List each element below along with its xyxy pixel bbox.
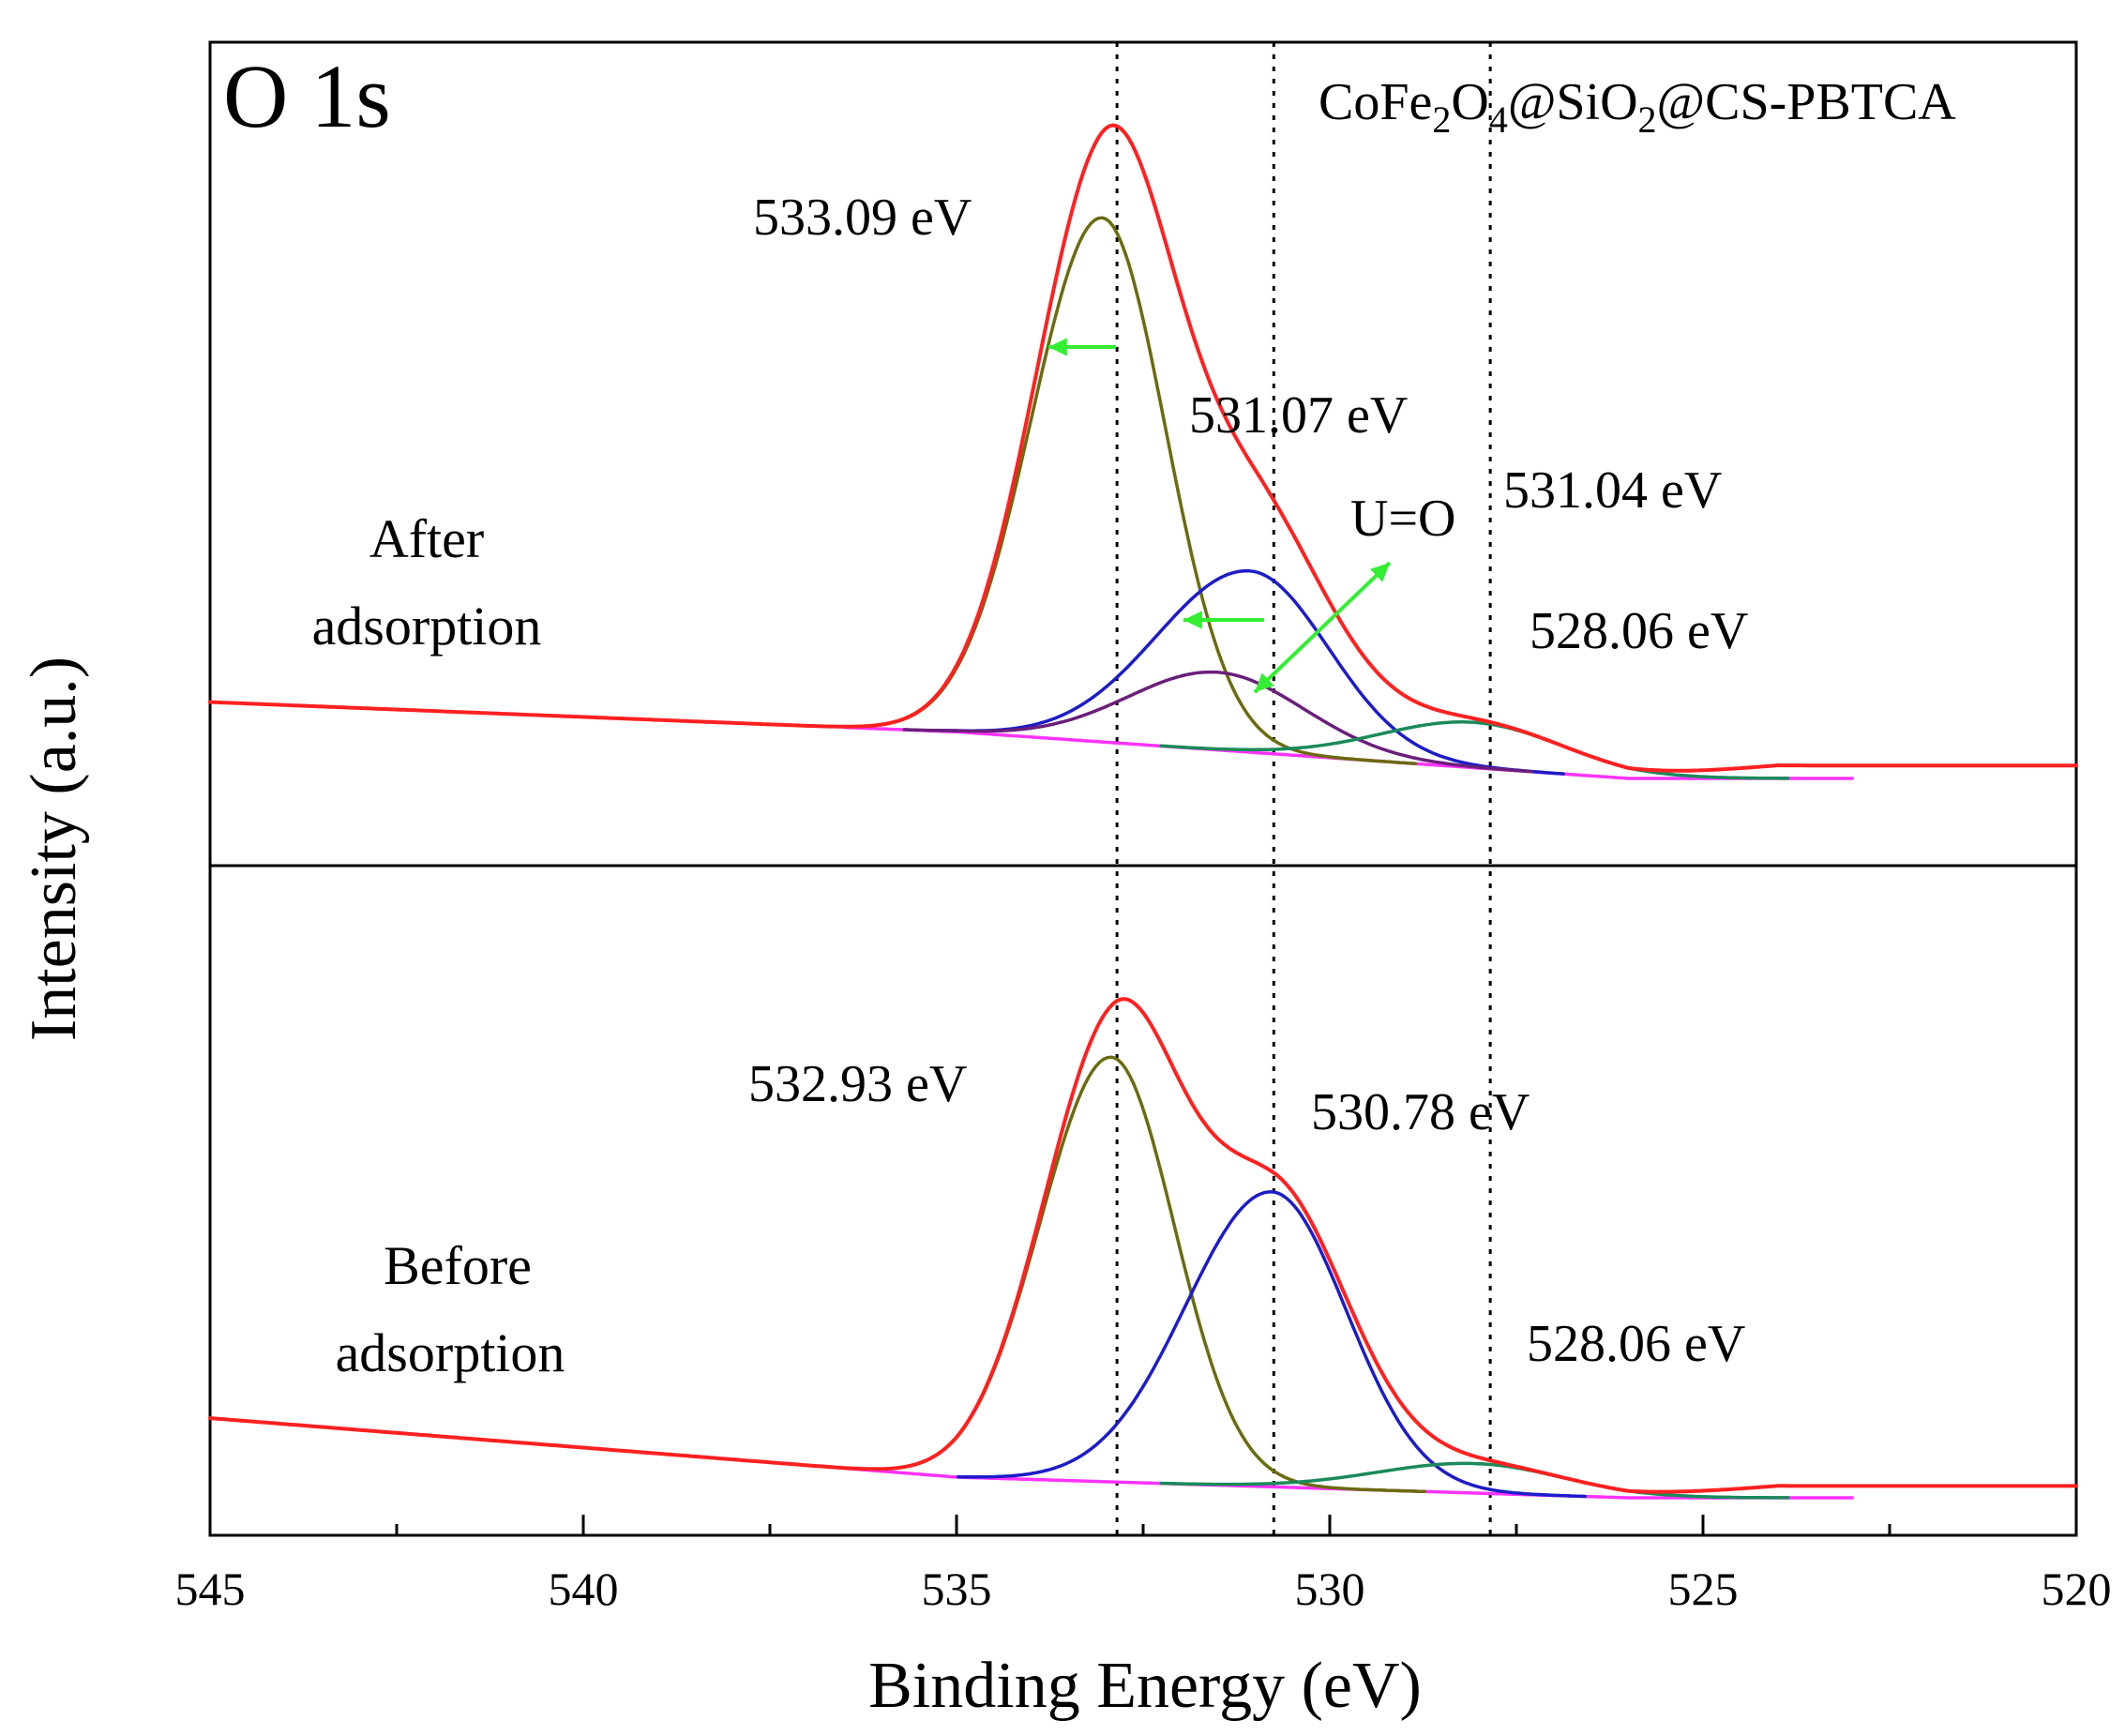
sample-sub-2: 4 [1489, 98, 1508, 141]
peak-after-0 [787, 216, 1418, 766]
uo-arrow [1253, 561, 1392, 694]
x-tick-label: 540 [549, 1562, 619, 1615]
x-tick-label: 520 [2042, 1562, 2112, 1615]
peak-after-1 [934, 568, 1565, 776]
peak-label-after-528: 528.06 eV [1530, 602, 1748, 660]
peak-label-before-531: 530.78 eV [1311, 1083, 1530, 1141]
y-axis-title: Intensity (a.u.) [18, 657, 90, 1041]
curves [208, 123, 2078, 1500]
shift-arrow-533-head [1048, 338, 1067, 356]
peak-label-before-528: 528.06 eV [1527, 1315, 1745, 1373]
after-label-line1: After [369, 508, 484, 569]
peak-label-after-533: 533.09 eV [753, 189, 972, 247]
uo-arrow-head [1255, 672, 1274, 692]
peak-label-after-531: 531.07 eV [1189, 386, 1408, 445]
uo-annotation: U=O [1350, 490, 1455, 548]
plot-frame [208, 40, 2078, 1537]
before-label-line2: adsorption [336, 1322, 565, 1383]
x-axis-title: Binding Energy (eV) [868, 1650, 1422, 1722]
peak-before-1 [956, 1190, 1587, 1499]
sample-name: CoFe2O4@SiO2@CS-PBTCA [1319, 73, 1956, 141]
sample-part-c: O [1451, 73, 1488, 131]
sample-part-a: CoFe [1319, 73, 1432, 131]
baseline-before [842, 1466, 1854, 1500]
reference-lines [1115, 42, 1492, 1535]
peak-after-2 [902, 670, 1533, 774]
x-tick-label: 535 [922, 1562, 992, 1615]
x-axis-ticks: 545 540 535 530 525 520 [175, 1515, 2112, 1615]
peak-after-3 [1159, 720, 1790, 780]
uo-arrow-head [1370, 563, 1390, 582]
x-tick-label: 545 [175, 1562, 246, 1615]
sample-sub-3: 2 [1638, 98, 1657, 141]
sample-part-g: @CS-PBTCA [1657, 73, 1957, 131]
shift-arrow-531-head [1183, 611, 1202, 629]
x-tick-label: 525 [1668, 1562, 1739, 1615]
peak-label-after-uo: 531.04 eV [1503, 461, 1722, 520]
sample-part-e: @SiO [1508, 73, 1638, 131]
sample-sub-1: 2 [1432, 98, 1451, 141]
shift-arrows [1048, 338, 1392, 694]
after-label-line2: adsorption [312, 596, 542, 657]
peak-label-before-533: 532.93 eV [748, 1055, 967, 1113]
peak-before-2 [1159, 1461, 1790, 1500]
envelope-before [208, 997, 2078, 1494]
x-tick-label: 530 [1295, 1562, 1365, 1615]
before-label-line1: Before [384, 1235, 532, 1296]
chart-title: O 1s [223, 46, 391, 146]
envelope-after [208, 123, 2078, 773]
